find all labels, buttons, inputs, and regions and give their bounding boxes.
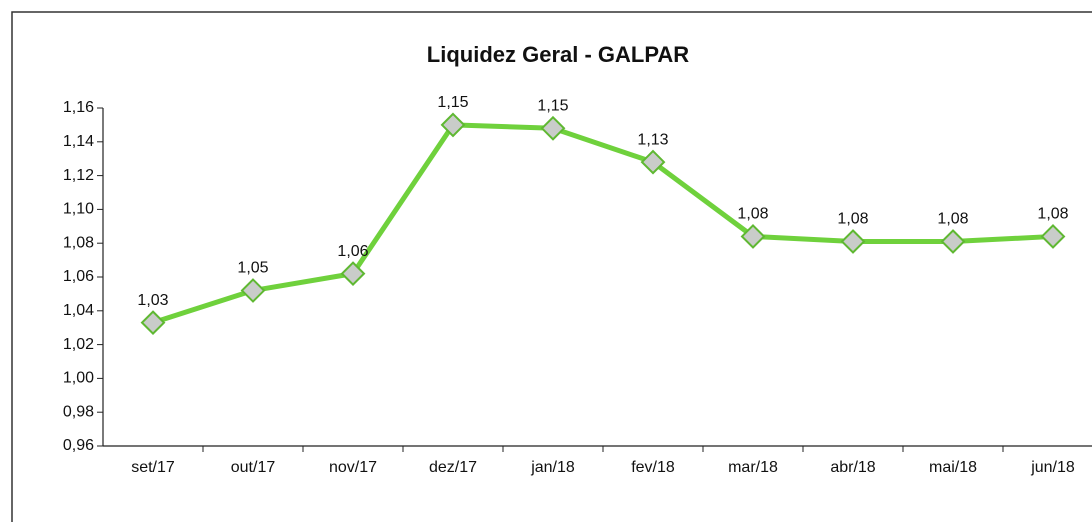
data-label: 1,08 <box>737 206 768 223</box>
x-tick-label: mar/18 <box>728 459 778 476</box>
data-marker <box>740 224 766 249</box>
data-label: 1,15 <box>537 97 568 114</box>
x-tick-label: dez/17 <box>429 459 477 476</box>
data-marker <box>140 310 166 336</box>
y-tick-label: 1,02 <box>63 336 94 353</box>
data-marker <box>340 261 366 287</box>
data-marker <box>940 229 966 254</box>
data-label: 1,05 <box>237 260 268 277</box>
y-tick-label: 1,10 <box>63 201 94 218</box>
y-tick-label: 1,00 <box>63 370 94 387</box>
y-tick-label: 0,96 <box>63 437 94 454</box>
data-label: 1,15 <box>437 94 468 111</box>
x-tick-label: nov/17 <box>329 459 377 476</box>
x-tick-label: set/17 <box>131 459 175 476</box>
data-marker <box>540 115 566 141</box>
data-marker <box>640 149 666 175</box>
x-tick-label: jan/18 <box>530 459 575 476</box>
data-marker <box>1040 224 1066 249</box>
data-marker <box>840 229 866 254</box>
data-label: 1,13 <box>637 131 668 148</box>
chart-title: Liquidez Geral - GALPAR <box>427 42 690 67</box>
data-label: 1,08 <box>937 211 968 228</box>
x-tick-label: abr/18 <box>830 459 875 476</box>
x-tick-label: mai/18 <box>929 459 977 476</box>
data-label: 1,06 <box>337 243 368 260</box>
x-tick-label: jun/18 <box>1030 459 1075 476</box>
y-tick-label: 1,08 <box>63 234 94 251</box>
y-tick-label: 1,14 <box>63 133 94 150</box>
data-marker <box>440 112 466 138</box>
data-label: 1,08 <box>1037 206 1068 223</box>
x-tick-label: out/17 <box>231 459 276 476</box>
data-marker <box>240 278 266 303</box>
y-tick-label: 0,98 <box>63 403 94 420</box>
data-label: 1,08 <box>837 211 868 228</box>
y-tick-label: 1,12 <box>63 167 94 184</box>
chart-border <box>11 11 1092 522</box>
y-tick-label: 1,04 <box>63 302 94 319</box>
data-label: 1,03 <box>137 292 168 309</box>
y-tick-label: 1,06 <box>63 268 94 285</box>
y-tick-label: 1,16 <box>63 99 94 116</box>
data-line <box>152 122 1054 326</box>
x-tick-label: fev/18 <box>631 459 675 476</box>
